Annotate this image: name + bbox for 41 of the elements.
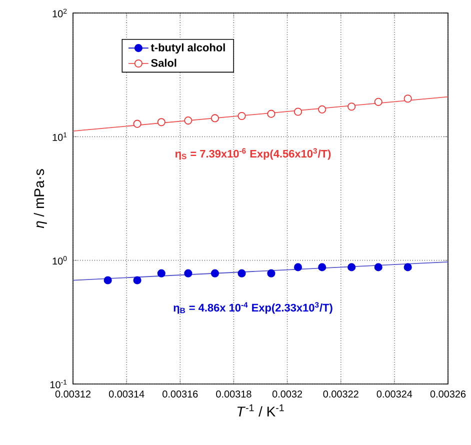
point [348, 102, 356, 111]
y-tick-label: 10$^{1}$ [52, 132, 67, 141]
point [318, 105, 326, 114]
point [104, 276, 112, 284]
annotation: η$_{B}$ = 4.86x 10$^{-4}$ Exp(2.33x10$^{3}$/T) [174, 302, 332, 314]
point [184, 116, 192, 125]
point [404, 94, 412, 103]
point [210, 269, 219, 278]
x-tick-label: 0.00314 [108, 390, 144, 398]
y-tick-label: 10$^{2}$ [52, 8, 67, 18]
x-tick-label: 0.00316 [162, 390, 198, 398]
x-tick-label: 0.00312 [55, 390, 91, 398]
x-axis-title: T$^{-1}$ / K$^{-1}$ [237, 404, 284, 416]
point [184, 269, 192, 278]
point [238, 269, 246, 278]
point [267, 269, 276, 278]
y-axis-title: η / mPa·s [34, 169, 47, 228]
point [374, 263, 382, 272]
x-tick-label: 0.00326 [430, 390, 466, 398]
point [157, 269, 166, 278]
point [238, 112, 246, 120]
point [157, 118, 166, 126]
legend-label: t-butyl alcohol [150, 43, 225, 54]
x-tick-label: 0.00318 [216, 390, 252, 398]
point [374, 98, 382, 106]
point [294, 108, 302, 116]
point [210, 114, 219, 122]
point [267, 110, 276, 118]
annotation: η$_{S}$ = 7.39x10$^{-6}$ Exp(4.56x10$^{3}$/T) [175, 148, 331, 160]
point [404, 263, 412, 272]
x-tick-label: 0.00322 [323, 390, 358, 398]
point [133, 120, 142, 128]
legend-label: Salol [151, 58, 176, 67]
point [294, 263, 302, 272]
point [133, 276, 142, 284]
point [318, 263, 326, 272]
y-tick-label: 10$^{-1}$ [50, 380, 67, 388]
point [348, 263, 356, 272]
x-tick-label: 0.00324 [376, 390, 412, 398]
x-tick-label: 0.0032 [272, 390, 302, 398]
y-tick-label: 10$^{0}$ [52, 256, 67, 265]
